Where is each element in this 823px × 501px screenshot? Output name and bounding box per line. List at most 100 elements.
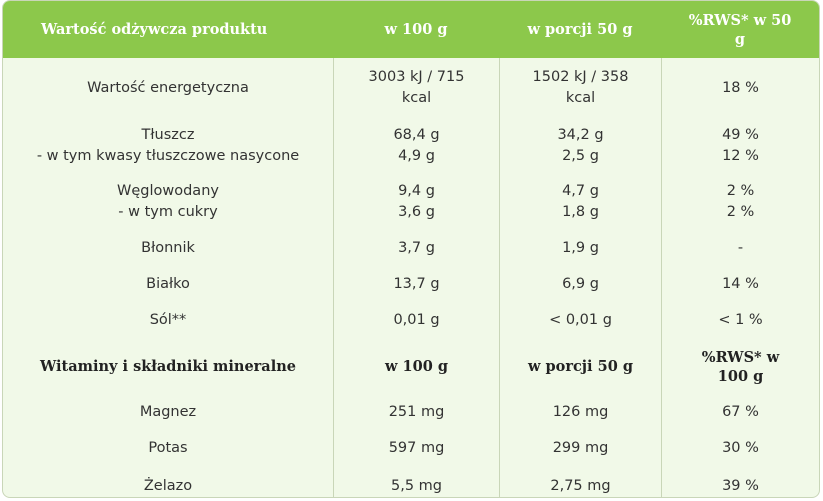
value-line: 30 % <box>722 439 759 456</box>
value-line: 5,5 mg <box>391 477 442 494</box>
value-line: 1,9 g <box>562 239 599 256</box>
subheader-label-line: %RWS* w <box>701 348 780 366</box>
row-rws: 30 % <box>661 430 819 466</box>
row-per50: 1502 kJ / 358 kcal <box>499 58 661 118</box>
value-line: 299 mg <box>552 439 609 456</box>
header-product-nutrition: Wartość odżywcza produktu <box>3 1 333 58</box>
row-name: Żelazo <box>3 466 333 497</box>
row-per50: 6,9 g <box>499 266 661 302</box>
value-line: 4,7 g <box>562 183 599 199</box>
row-per50: 2,75 mg <box>499 466 661 497</box>
row-rws: 49 % 12 % <box>661 118 819 174</box>
value-line: 251 mg <box>388 403 445 420</box>
row-name-line: Potas <box>148 439 188 456</box>
row-name-line: Magnez <box>139 403 197 420</box>
value-line: kcal <box>565 90 596 106</box>
value-line: kcal <box>401 90 432 106</box>
subheader-label-line: 100 g <box>717 367 764 385</box>
header-label: Wartość odżywcza produktu <box>41 21 268 38</box>
value-line: < 0,01 g <box>549 312 612 328</box>
row-rws: 39 % <box>661 466 819 497</box>
table-row: Węglowodany - w tym cukry 9,4 g 3,6 g 4,… <box>3 174 819 230</box>
row-per50: 34,2 g 2,5 g <box>499 118 661 174</box>
row-per100: 3,7 g <box>333 230 499 266</box>
value-line: 597 mg <box>388 439 445 456</box>
row-per100: 3003 kJ / 715 kcal <box>333 58 499 118</box>
table-row: Tłuszcz - w tym kwasy tłuszczowe nasycon… <box>3 118 819 174</box>
value-line: 2 % <box>726 204 755 220</box>
value-line: 18 % <box>722 79 759 96</box>
value-line: 68,4 g <box>393 127 440 143</box>
row-name: Tłuszcz - w tym kwasy tłuszczowe nasycon… <box>3 118 333 174</box>
value-line: 39 % <box>722 477 759 494</box>
value-line: 2,75 mg <box>550 477 611 494</box>
value-line: - <box>737 239 744 256</box>
row-rws: 2 % 2 % <box>661 174 819 230</box>
value-line: 49 % <box>722 127 759 143</box>
value-line: 1502 kJ / 358 <box>532 69 629 85</box>
row-name: Sól** <box>3 302 333 339</box>
row-name-line: Tłuszcz <box>141 127 195 143</box>
minerals-subheader: Witaminy i składniki mineralne w 100 g w… <box>3 339 819 394</box>
value-line: 4,9 g <box>398 148 435 164</box>
row-name-line: - w tym cukry <box>118 204 218 220</box>
row-per100: 251 mg <box>333 394 499 430</box>
header-per-portion: w porcji 50 g <box>499 1 661 58</box>
row-rws: 67 % <box>661 394 819 430</box>
row-name-line: Błonnik <box>141 239 195 256</box>
value-line: 3003 kJ / 715 <box>368 69 465 85</box>
table-row: Potas 597 mg 299 mg 30 % <box>3 430 819 466</box>
header-label-line: %RWS* w 50 <box>688 11 792 29</box>
row-rws: - <box>661 230 819 266</box>
row-name: Potas <box>3 430 333 466</box>
header-label: w porcji 50 g <box>527 21 633 38</box>
subheader-label: w porcji 50 g <box>528 358 633 375</box>
subheader-label: w 100 g <box>385 358 448 375</box>
row-per50: 1,9 g <box>499 230 661 266</box>
header-label: w 100 g <box>384 21 448 38</box>
row-name-line: Węglowodany <box>117 183 219 199</box>
value-line: 3,6 g <box>398 204 435 220</box>
table-row: Białko 13,7 g 6,9 g 14 % <box>3 266 819 302</box>
value-line: 2,5 g <box>562 148 599 164</box>
value-line: 9,4 g <box>398 183 435 199</box>
table-header: Wartość odżywcza produktu w 100 g w porc… <box>3 1 819 58</box>
value-line: 13,7 g <box>393 275 440 292</box>
value-line: 6,9 g <box>562 275 599 292</box>
subheader-per-portion: w porcji 50 g <box>499 339 661 394</box>
value-line: 2 % <box>726 183 755 199</box>
header-per-100g: w 100 g <box>333 1 499 58</box>
value-line: 34,2 g <box>557 127 604 143</box>
row-per50: < 0,01 g <box>499 302 661 339</box>
value-line: 126 mg <box>552 403 609 420</box>
subheader-label: Witaminy i składniki mineralne <box>40 358 296 375</box>
row-rws: < 1 % <box>661 302 819 339</box>
value-line: 12 % <box>722 148 759 164</box>
value-line: 1,8 g <box>562 204 599 220</box>
table-row: Żelazo 5,5 mg 2,75 mg 39 % <box>3 466 819 497</box>
subheader-rws-100g: %RWS* w 100 g <box>661 339 819 394</box>
value-line: 14 % <box>722 275 759 292</box>
subheader-per-100g: w 100 g <box>333 339 499 394</box>
row-per100: 5,5 mg <box>333 466 499 497</box>
row-name-line: Żelazo <box>143 477 193 494</box>
header-rws-50g: %RWS* w 50 g <box>661 1 819 58</box>
table-row: Błonnik 3,7 g 1,9 g - <box>3 230 819 266</box>
row-name-line: - w tym kwasy tłuszczowe nasycone <box>36 148 300 164</box>
row-per100: 13,7 g <box>333 266 499 302</box>
value-line: 67 % <box>722 403 759 420</box>
row-per50: 126 mg <box>499 394 661 430</box>
value-line: 0,01 g <box>393 312 440 328</box>
row-name-line: Sól** <box>149 312 187 328</box>
table-row: Sól** 0,01 g < 0,01 g < 1 % <box>3 302 819 339</box>
row-rws: 18 % <box>661 58 819 118</box>
table-row: Magnez 251 mg 126 mg 67 % <box>3 394 819 430</box>
row-per100: 68,4 g 4,9 g <box>333 118 499 174</box>
value-line: < 1 % <box>718 312 763 328</box>
row-name-line: Wartość energetyczna <box>87 79 249 96</box>
row-per50: 4,7 g 1,8 g <box>499 174 661 230</box>
table-row: Wartość energetyczna 3003 kJ / 715 kcal … <box>3 58 819 118</box>
row-rws: 14 % <box>661 266 819 302</box>
subheader-vitamins-minerals: Witaminy i składniki mineralne <box>3 339 333 394</box>
